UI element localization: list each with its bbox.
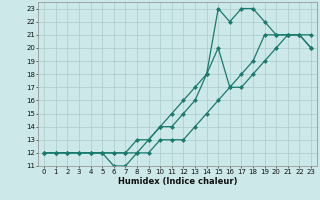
X-axis label: Humidex (Indice chaleur): Humidex (Indice chaleur) <box>118 177 237 186</box>
